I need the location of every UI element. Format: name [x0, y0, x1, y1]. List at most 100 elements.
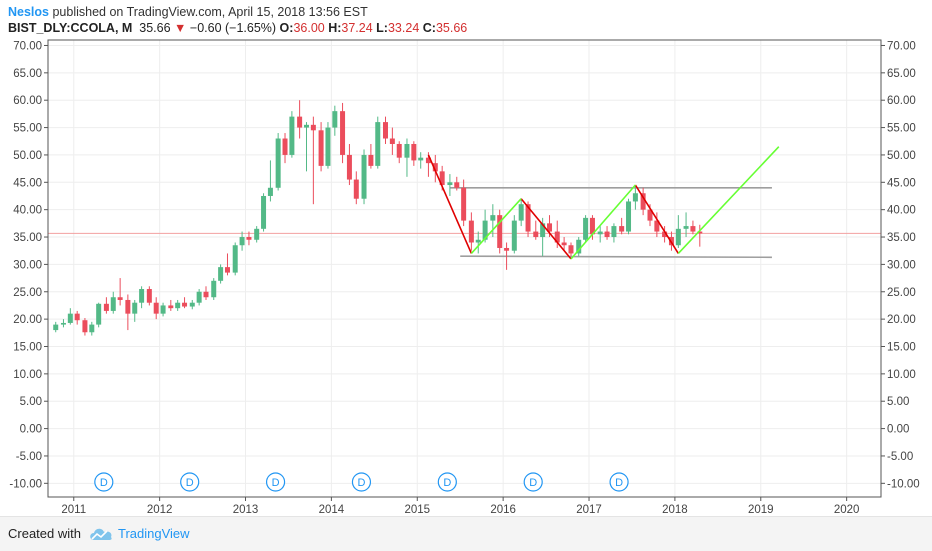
candle[interactable]	[82, 318, 88, 336]
dividend-marker[interactable]: D	[94, 472, 114, 492]
candle[interactable]	[447, 174, 453, 196]
candle[interactable]	[490, 204, 496, 238]
candle[interactable]	[132, 299, 138, 322]
candle[interactable]	[461, 179, 467, 227]
dividend-marker[interactable]: D	[351, 472, 372, 492]
candle[interactable]	[619, 217, 625, 235]
candle[interactable]	[654, 212, 660, 238]
candle[interactable]	[218, 264, 224, 284]
candle[interactable]	[103, 297, 109, 314]
candle-body	[96, 303, 102, 325]
candle[interactable]	[533, 220, 539, 240]
candle[interactable]	[67, 308, 73, 325]
candle[interactable]	[662, 226, 668, 243]
candle[interactable]	[432, 154, 438, 183]
candle-body	[340, 111, 346, 155]
candle[interactable]	[254, 226, 260, 243]
candle[interactable]	[246, 231, 252, 246]
candle[interactable]	[310, 116, 316, 205]
candle[interactable]	[53, 321, 59, 333]
candle[interactable]	[411, 141, 417, 166]
candle[interactable]	[632, 185, 638, 210]
candle[interactable]	[497, 209, 503, 254]
candle[interactable]	[396, 141, 402, 164]
dividend-marker[interactable]: D	[265, 472, 286, 492]
candle[interactable]	[468, 212, 474, 251]
candle[interactable]	[175, 299, 181, 311]
candle[interactable]	[96, 302, 102, 328]
candle[interactable]	[640, 187, 646, 216]
candle[interactable]	[353, 171, 359, 205]
candle[interactable]	[389, 127, 395, 155]
candle[interactable]	[382, 116, 388, 144]
candle[interactable]	[224, 253, 230, 276]
dividend-marker[interactable]: D	[437, 472, 457, 492]
candle[interactable]	[697, 224, 703, 247]
candle[interactable]	[454, 176, 460, 191]
dividend-marker[interactable]: D	[609, 472, 629, 492]
candle[interactable]	[189, 299, 195, 310]
dividend-marker[interactable]: D	[523, 472, 543, 492]
candle[interactable]	[297, 100, 303, 139]
candle[interactable]	[232, 242, 238, 276]
candle[interactable]	[89, 321, 95, 336]
y-tick-label-left: 5.00	[20, 396, 42, 408]
candle[interactable]	[289, 111, 295, 158]
candle[interactable]	[325, 122, 331, 169]
candle[interactable]	[303, 122, 309, 172]
candle[interactable]	[239, 231, 245, 251]
candle[interactable]	[139, 286, 145, 309]
candle[interactable]	[160, 302, 166, 317]
candle[interactable]	[318, 122, 324, 172]
candle[interactable]	[604, 226, 610, 240]
candle[interactable]	[74, 310, 80, 325]
candle[interactable]	[511, 215, 517, 254]
candle[interactable]	[211, 278, 217, 300]
candle[interactable]	[117, 278, 123, 306]
candle[interactable]	[196, 289, 202, 306]
candle[interactable]	[203, 286, 209, 300]
candle[interactable]	[690, 220, 696, 235]
candle[interactable]	[361, 149, 367, 205]
candle[interactable]	[561, 237, 567, 251]
candle[interactable]	[346, 143, 352, 186]
tradingview-link[interactable]: TradingView	[118, 526, 190, 541]
candle[interactable]	[475, 231, 481, 254]
candle-body	[282, 138, 288, 155]
candle[interactable]	[60, 319, 66, 328]
y-tick-label-right: 45.00	[887, 177, 916, 189]
candle[interactable]	[332, 105, 338, 136]
candle[interactable]	[261, 193, 267, 232]
candle[interactable]	[375, 116, 381, 169]
candle[interactable]	[182, 297, 188, 309]
author-link[interactable]: Neslos	[8, 5, 49, 19]
candle[interactable]	[518, 198, 524, 227]
candle[interactable]	[583, 215, 589, 243]
candle[interactable]	[267, 160, 273, 202]
candle[interactable]	[418, 152, 424, 169]
candle[interactable]	[611, 223, 617, 243]
candle[interactable]	[153, 297, 159, 320]
candle[interactable]	[568, 242, 574, 257]
dividend-marker[interactable]: D	[180, 472, 200, 492]
candle[interactable]	[340, 102, 346, 164]
candle[interactable]	[275, 133, 281, 191]
candle[interactable]	[368, 143, 374, 169]
candle[interactable]	[125, 294, 131, 331]
candle[interactable]	[282, 133, 288, 164]
y-tick-label-right: -5.00	[887, 451, 913, 463]
candle[interactable]	[168, 299, 174, 311]
candle[interactable]	[589, 215, 595, 240]
candle[interactable]	[110, 291, 116, 314]
price-chart[interactable]: 70.00 70.00 65.00 65.00 60.00 60.00 55.00 55.00…	[0, 0, 932, 516]
candle[interactable]	[576, 237, 582, 257]
candle[interactable]	[626, 198, 632, 235]
dividend-icon	[437, 472, 457, 492]
candle[interactable]	[504, 242, 510, 270]
candle[interactable]	[597, 226, 603, 243]
candle[interactable]	[675, 215, 681, 248]
candle[interactable]	[683, 212, 689, 238]
candle[interactable]	[146, 286, 152, 306]
candle[interactable]	[482, 209, 488, 243]
candle[interactable]	[404, 138, 410, 177]
